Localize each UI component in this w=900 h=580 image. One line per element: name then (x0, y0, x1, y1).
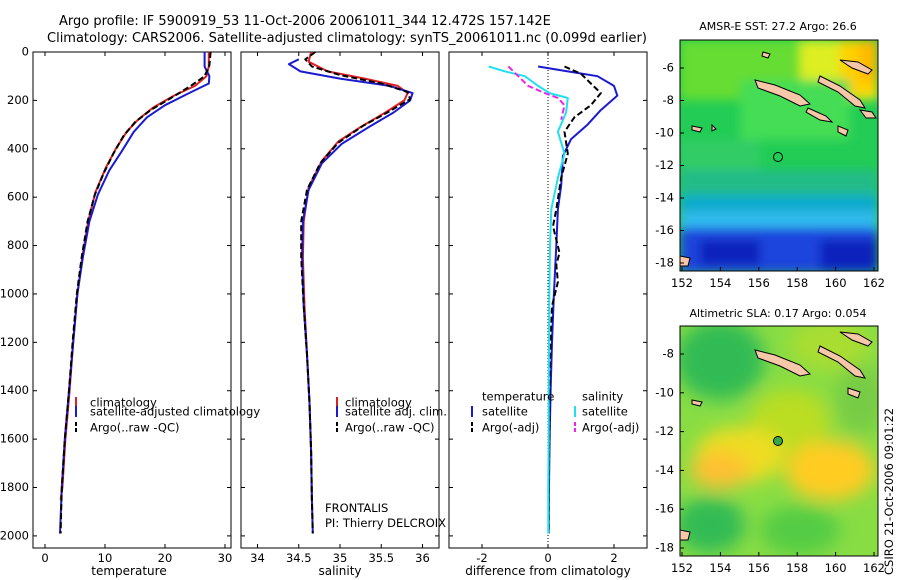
credit-stamp: CSIRO 21-Oct-2006 09:01:22 (882, 408, 896, 575)
sla-map-frame (679, 325, 879, 557)
map-y-tick-label: -18 (655, 541, 674, 555)
map-y-tick-label: -8 (663, 93, 674, 107)
map-y-tick-label: -6 (663, 61, 674, 75)
x-tick-label: 0 (544, 551, 551, 565)
sst-argo-location-marker (773, 152, 783, 162)
legend-label-diff-sal-satellite: satellite (582, 405, 628, 419)
difference-panel: -2 0 2 difference from climatology tempera… (448, 51, 648, 578)
x-tick-label: 35.5 (368, 551, 394, 565)
legend-label-sal-climatology: climatology (345, 396, 412, 410)
map-y-tick-label: -8 (663, 347, 674, 361)
figure-title-line1: Argo profile: IF 5900919_53 11-Oct-2006 … (59, 14, 551, 29)
sla-map-coastlines (680, 331, 873, 541)
map-y-tick-label: -12 (655, 424, 674, 438)
map-x-tick-label: 158 (786, 561, 808, 575)
y-tick-label: 1600 (0, 432, 29, 446)
map-x-tick-label: 156 (748, 561, 770, 575)
map-y-tick-label: -10 (655, 126, 674, 140)
sla-map-field (680, 326, 878, 556)
legend-label-argo: Argo(..raw -QC) (90, 421, 180, 435)
legend-label-climatology: climatology (90, 396, 157, 410)
sla-map: Altimetric SLA: 0.17 Argo: 0.054 (655, 307, 885, 575)
salinity-legend: climatology satellite adj. clim. Argo(..… (336, 396, 447, 435)
map-x-tick-label: 160 (825, 276, 847, 290)
sst-map-frame (679, 39, 879, 272)
salinity-axes-frame (240, 51, 440, 549)
x-tick-label: 30 (218, 551, 233, 565)
x-tick-label: 0 (41, 551, 48, 565)
x-tick-label: 34.5 (286, 551, 312, 565)
map-x-tick-label: 162 (863, 276, 885, 290)
y-tick-label: 1800 (0, 480, 29, 494)
series-line-salinity-argo-adj- (507, 65, 566, 120)
map-y-tick-label: -16 (655, 223, 674, 237)
x-tick-label: 20 (158, 551, 173, 565)
legend-label-diff-temp-satellite: satellite (482, 405, 528, 419)
y-tick-label: 1400 (0, 383, 29, 397)
temperature-panel: 0 10 20 30 0 200 400 600 800 1000 1200 1400 1600 1800… (0, 45, 260, 579)
temperature-axes-frame (32, 51, 232, 549)
map-y-tick-label: -18 (655, 256, 674, 270)
map-x-tick-label: 156 (748, 276, 770, 290)
difference-legend: temperature satellite Argo(-adj) salinit… (471, 390, 639, 435)
series-line-temperature-argo-adj- (547, 65, 602, 534)
y-tick-label: 600 (7, 190, 29, 204)
map-x-tick-label: 162 (863, 561, 885, 575)
legend-label-diff-temp-argo: Argo(-adj) (482, 421, 539, 435)
series-line-salinity-satellite (488, 65, 569, 534)
map-y-tick-label: -14 (655, 463, 674, 477)
y-tick-label: 200 (7, 93, 29, 107)
legend-label-sal-argo: Argo(..raw -QC) (345, 421, 435, 435)
legend-title-temperature: temperature (482, 390, 554, 404)
sla-map-title: Altimetric SLA: 0.17 Argo: 0.054 (689, 307, 866, 320)
salinity-xlabel: salinity (318, 564, 361, 578)
sst-map: AMSR-E SST: 27.2 Argo: 26.6 (655, 20, 885, 290)
map-y-tick-label: -10 (655, 385, 674, 399)
y-tick-label: 1200 (0, 335, 29, 349)
series-line-satellite-adj-clim- (287, 58, 414, 534)
sst-map-field (680, 40, 878, 271)
map-x-tick-label: 152 (671, 276, 693, 290)
y-tick-label: 0 (22, 45, 29, 59)
y-tick-label: 400 (7, 141, 29, 155)
map-x-tick-label: 160 (825, 561, 847, 575)
salinity-panel: 34 34.5 35 35.5 36 salinity climatology sate… (240, 51, 447, 578)
difference-xlabel: difference from climatology (465, 564, 631, 578)
sla-argo-location-marker (773, 436, 783, 446)
sst-map-title: AMSR-E SST: 27.2 Argo: 26.6 (699, 20, 857, 33)
y-tick-label: 2000 (0, 528, 29, 542)
map-y-tick-label: -16 (655, 502, 674, 516)
map-y-tick-label: -14 (655, 191, 674, 205)
x-tick-label: 35 (333, 551, 348, 565)
series-line-argo-raw-qc- (300, 52, 412, 534)
map-x-tick-label: 154 (709, 276, 731, 290)
legend-label-sal-satellite: satellite adj. clim. (345, 405, 447, 419)
y-tick-label: 800 (7, 238, 29, 252)
x-tick-label: 36 (415, 551, 430, 565)
y-tick-label: 1000 (0, 286, 29, 300)
figure-title-line2: Climatology: CARS2006. Satellite-adjuste… (47, 31, 647, 46)
map-x-tick-label: 158 (786, 276, 808, 290)
x-tick-label: 2 (610, 551, 617, 565)
x-tick-label: -2 (476, 551, 487, 565)
map-y-tick-label: -12 (655, 158, 674, 172)
sst-map-coastlines (680, 51, 877, 267)
legend-label-satellite-adjusted: satellite-adjusted climatology (90, 405, 260, 419)
project-annotation: FRONTALIS (325, 501, 388, 515)
pi-annotation: PI: Thierry DELCROIX (325, 516, 446, 530)
legend-label-diff-sal-argo: Argo(-adj) (582, 421, 639, 435)
map-x-tick-label: 154 (709, 561, 731, 575)
legend-title-salinity: salinity (582, 390, 623, 404)
map-x-tick-label: 152 (671, 561, 693, 575)
series-line-argo-raw-qc- (59, 52, 212, 534)
x-tick-label: 34 (250, 551, 265, 565)
temperature-xlabel: temperature (91, 564, 166, 578)
temperature-legend: climatology satellite-adjusted climatolo… (75, 396, 260, 435)
x-tick-label: 10 (98, 551, 113, 565)
